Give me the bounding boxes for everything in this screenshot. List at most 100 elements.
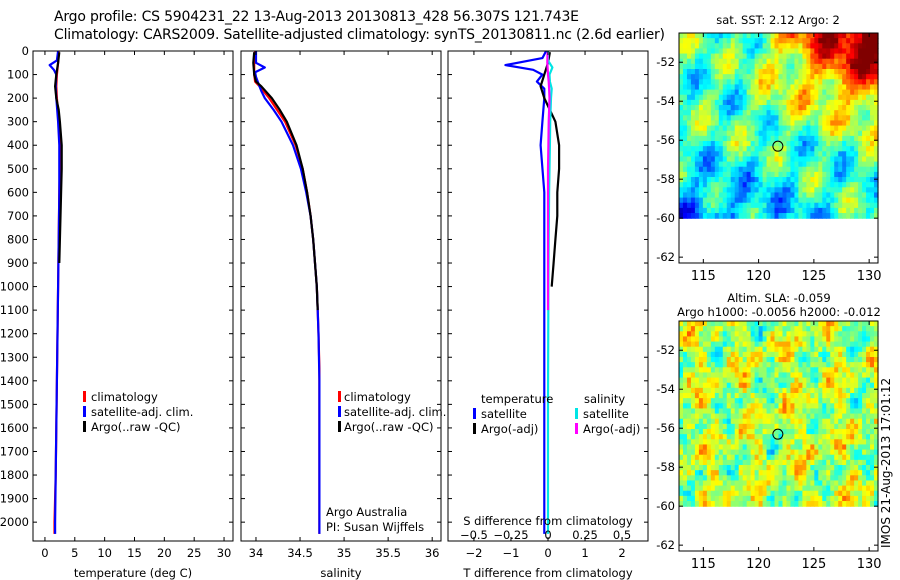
map-cell [722,146,728,152]
map-cell [778,480,784,487]
map-cell [794,454,799,461]
map-cell [730,495,736,502]
map-cell [726,99,732,106]
map-cell [758,99,764,106]
map-cell [734,434,740,440]
map-cell [750,377,756,384]
map-cell [846,187,851,194]
map-cell [822,341,827,348]
map-cell [746,475,752,482]
map-cell [798,501,803,507]
map-cell [682,362,688,368]
map-cell [798,444,803,451]
map-cell [842,53,847,60]
map-cell [870,115,875,122]
map-cell [810,326,815,332]
map-cell [802,166,807,173]
map-cell [846,69,851,75]
map-cell [690,475,696,482]
map-cell [862,372,867,379]
map-cell [818,94,823,101]
map-cell [846,331,851,338]
map-cell [846,367,851,374]
map-cell [810,398,815,404]
map-cell [730,434,736,440]
map-cell [818,84,823,91]
map-cell [834,94,839,101]
map-cell [862,125,867,132]
map-cell [738,130,744,137]
map-cell [750,166,756,173]
map-cell [714,187,720,194]
map-cell [750,94,756,101]
map-cell [818,63,823,70]
map-cell [862,321,867,327]
map-cell [742,135,748,142]
map-cell [738,382,744,389]
map-cell [818,357,823,363]
map-cell [762,465,768,471]
map-cell [738,444,744,451]
map-cell [834,367,839,374]
map-cell [690,485,696,492]
map-cell [686,465,692,471]
map-cell [714,372,720,379]
map-cell [814,459,819,466]
map-cell [866,490,871,497]
map-cell [679,372,684,379]
legend-entry-label: satellite [583,407,629,421]
map-cell [870,346,875,353]
map-cell [690,197,696,204]
map-cell [734,130,740,137]
map-cell [734,351,740,358]
map-cell [794,110,799,116]
map-cell [726,105,732,111]
map-cell [778,495,784,502]
map-cell [830,94,835,101]
map-cell [778,58,784,65]
map-cell [798,341,803,348]
map-cell [806,341,811,348]
map-cell [866,213,871,219]
map-cell [706,33,712,39]
map-cell [738,99,744,106]
map-cell [806,408,811,415]
map-cell [850,408,855,415]
map-cell [826,177,831,183]
map-cell [810,213,815,219]
map-cell [858,135,863,142]
y-tick-label-300: 300 [7,115,29,129]
map-cell [866,115,871,122]
map-cell [750,110,756,116]
map-cell [726,197,732,204]
map-cell [702,141,708,147]
map-cell [842,459,847,466]
map-cell [806,166,811,173]
map-cell [874,192,879,199]
map-cell [746,48,752,55]
map-cell [814,192,819,199]
map-cell [834,182,839,188]
map-cell [830,156,835,163]
map-cell [710,105,716,111]
map-cell [738,69,744,75]
map-cell [762,166,768,173]
map-cell [842,135,847,142]
map-cell [706,387,712,394]
map-cell [750,331,756,338]
map-cell [758,377,764,384]
map-cell [710,197,716,204]
map-cell [726,341,732,348]
map-cell [774,166,780,173]
map-cell [874,490,879,497]
map-cell [694,393,700,399]
map-cell [874,84,879,91]
map-cell [814,58,819,65]
map-cell [822,110,827,116]
map-cell [770,475,776,482]
map-cell [718,120,724,127]
map-cell [682,161,688,168]
map-cell [830,393,835,399]
map-cell [834,357,839,363]
map-cell [854,130,859,137]
